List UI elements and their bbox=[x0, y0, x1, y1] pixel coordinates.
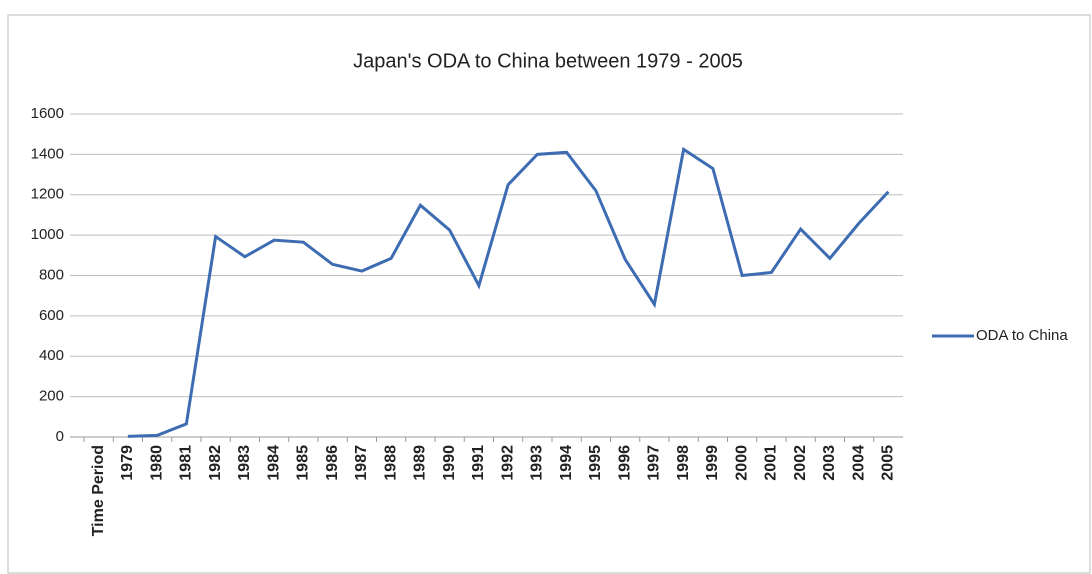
y-tick-label: 1200 bbox=[31, 186, 64, 203]
x-tick-label: 1986 bbox=[324, 445, 341, 481]
x-tick-label: 1980 bbox=[148, 445, 165, 481]
x-tick-label: 1984 bbox=[265, 445, 282, 481]
x-tick-label: 1981 bbox=[178, 445, 195, 481]
x-tick-label: 1989 bbox=[412, 445, 429, 481]
y-tick-label: 600 bbox=[39, 307, 64, 324]
x-tick-label: 2001 bbox=[763, 445, 780, 481]
y-tick-label: 1000 bbox=[31, 226, 64, 243]
x-tick-label: 2002 bbox=[792, 445, 809, 481]
y-tick-label: 200 bbox=[39, 388, 64, 405]
x-tick-label: 1995 bbox=[587, 445, 604, 481]
chart-frame bbox=[7, 14, 1091, 574]
x-tick-label: 1987 bbox=[353, 445, 370, 481]
chart-title: Japan's ODA to China between 1979 - 2005 bbox=[353, 50, 743, 72]
x-tick-label: 2004 bbox=[850, 445, 867, 481]
x-tick-label: 1992 bbox=[499, 445, 516, 481]
y-tick-label: 1600 bbox=[31, 105, 64, 122]
y-tick-label: 1400 bbox=[31, 145, 64, 162]
x-tick-label: Time Period bbox=[90, 445, 107, 536]
x-tick-label: 2000 bbox=[733, 445, 750, 481]
y-tick-label: 800 bbox=[39, 266, 64, 283]
x-tick-label: 1996 bbox=[616, 445, 633, 481]
x-tick-label: 1997 bbox=[646, 445, 663, 481]
data-line bbox=[127, 146, 890, 438]
x-tick-label: 1991 bbox=[470, 445, 487, 481]
y-tick-label: 0 bbox=[56, 428, 64, 445]
legend-label: ODA to China bbox=[976, 327, 1068, 344]
x-tick-label: 1988 bbox=[382, 445, 399, 481]
x-tick-label: 2003 bbox=[821, 445, 838, 481]
x-tick-label: 1983 bbox=[236, 445, 253, 481]
x-tick-label: 1982 bbox=[207, 445, 224, 481]
x-tick-label: 1990 bbox=[441, 445, 458, 481]
x-tick-label: 1998 bbox=[675, 445, 692, 481]
x-tick-label: 2005 bbox=[880, 445, 897, 481]
x-tick-label: 1993 bbox=[529, 445, 546, 481]
x-tick-label: 1979 bbox=[119, 445, 136, 481]
x-tick-label: 1994 bbox=[558, 445, 575, 481]
x-tick-label: 1999 bbox=[704, 445, 721, 481]
x-tick-label: 1985 bbox=[295, 445, 312, 481]
y-tick-label: 400 bbox=[39, 347, 64, 364]
